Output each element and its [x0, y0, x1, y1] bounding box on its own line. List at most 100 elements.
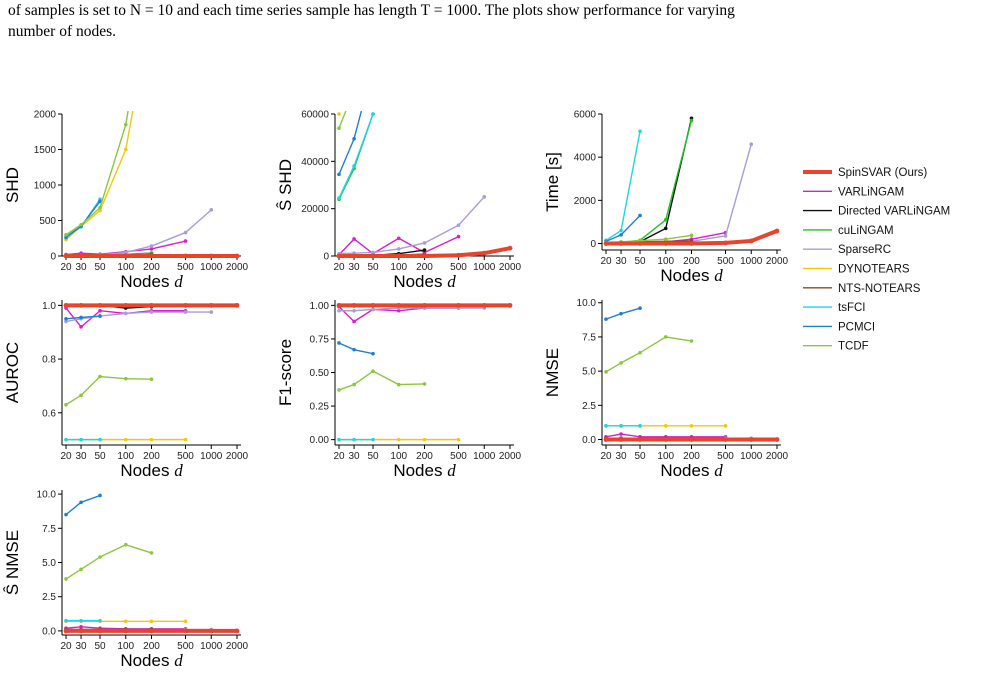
y-tick-label: 2.5: [42, 592, 56, 603]
x-axis-label: Nodes d: [660, 266, 723, 285]
data-point-tcdf: [337, 126, 341, 130]
series-line-pcmci: [65, 494, 101, 516]
data-point-sparserc: [209, 310, 214, 314]
data-point-pcmci: [371, 351, 375, 356]
y-axis-label: Ŝ SHD: [276, 159, 295, 211]
data-point-tcdf: [352, 89, 356, 93]
data-point-dynotears: [422, 437, 427, 442]
series-line-varlingam: [338, 235, 459, 256]
data-point-spinsvar-ours: [637, 241, 643, 246]
y-axis-label: SHD: [3, 167, 22, 203]
data-point-tcdf: [604, 370, 608, 374]
data-point-spinsvar-ours: [336, 253, 342, 259]
caption-line-2: number of nodes.: [8, 23, 117, 40]
data-point-sparserc: [209, 208, 214, 212]
data-point-pcmci: [98, 314, 102, 318]
data-point-dynotears: [149, 437, 154, 442]
data-point-pcmci: [64, 316, 68, 321]
y-tick-label: 40000: [301, 157, 329, 168]
y-axis-label: Time [s]: [543, 152, 562, 212]
data-point-tsfci: [98, 437, 102, 442]
data-point-tsfci: [64, 437, 68, 442]
data-point-varlingam: [79, 325, 83, 329]
data-point-varlingam: [183, 239, 188, 243]
data-point-spinsvar-ours: [370, 253, 376, 259]
data-point-spinsvar-ours: [481, 250, 487, 256]
x-tick-label: 500: [717, 451, 734, 462]
legend-label: SpinSVAR (Ours): [838, 167, 927, 179]
data-point-spinsvar-ours: [748, 238, 754, 244]
data-point-tcdf: [638, 350, 642, 355]
y-tick-label: 1500: [34, 145, 57, 156]
x-tick-label: 50: [634, 451, 646, 462]
data-point-sparserc: [123, 311, 128, 316]
series-line-spinsvar-ours: [606, 229, 778, 246]
x-tick-label: 200: [143, 451, 160, 462]
data-point-spinsvar-ours: [78, 302, 84, 308]
x-tick-label: 500: [717, 256, 734, 267]
data-point-dynotears: [123, 619, 128, 624]
legend-label: PCMCI: [838, 321, 875, 333]
x-tick-label: 100: [657, 256, 674, 267]
series-line-dynotears: [65, 111, 134, 241]
x-tick-label: 2000: [766, 451, 789, 462]
data-point-tcdf: [123, 376, 128, 381]
x-tick-label: 500: [177, 262, 194, 273]
y-tick-label: 1.0: [42, 301, 56, 312]
data-point-pcmci: [604, 317, 608, 321]
data-point-spinsvar-ours: [748, 437, 754, 442]
data-point-dynotears: [396, 437, 401, 442]
y-tick-label: 10.0: [37, 490, 57, 501]
data-point-spinsvar-ours: [149, 628, 154, 634]
axes-nmse: 0.0 2.5 5.0 7.5 10.0 20 30 50 100 200 500 1000 2000 N…: [543, 298, 789, 480]
data-point-spinsvar-ours: [603, 241, 609, 246]
legend-label: NTS-NOTEARS: [838, 283, 921, 295]
data-point-tsfci: [352, 437, 356, 442]
x-tick-label: 2000: [499, 262, 522, 273]
series-line-tcdf: [65, 544, 152, 580]
data-point-tcdf: [663, 335, 668, 339]
data-point-spinsvar-ours: [422, 302, 427, 308]
series-line-spinsvar-ours: [339, 246, 511, 258]
data-point-sparserc: [352, 308, 356, 313]
data-point-tcdf: [98, 374, 102, 379]
data-point-sparserc: [396, 247, 401, 251]
data-point-varlingam: [396, 236, 401, 241]
x-tick-label: 2000: [499, 451, 522, 462]
legend-label: SparseRC: [838, 244, 891, 256]
data-point-spinsvar-ours: [507, 245, 513, 251]
data-point-pcmci: [352, 137, 356, 141]
x-tick-label: 2000: [226, 641, 249, 652]
data-point-varlingam: [352, 319, 356, 324]
series-line-directed-varlingam: [605, 118, 693, 245]
data-point-dynotears: [183, 619, 188, 624]
x-tick-label: 500: [450, 262, 467, 273]
data-point-spinsvar-ours: [422, 253, 427, 259]
figure-caption: of samples is set to N = 10 and each tim…: [8, 0, 983, 42]
data-point-spinsvar-ours: [97, 253, 103, 259]
chart-panel-shd_s: 0 20000 40000 60000 20 30 50 100 200 500 1000 2000 N…: [276, 89, 522, 292]
y-axis-label: Ŝ NMSE: [3, 530, 22, 595]
caption-line-1: of samples is set to N = 10 and each tim…: [8, 2, 735, 19]
x-tick-label: 200: [683, 451, 700, 462]
data-point-dynotears: [723, 424, 728, 428]
x-tick-label: 30: [75, 262, 87, 273]
data-point-culingam: [663, 217, 668, 222]
x-tick-label: 1000: [473, 262, 496, 273]
x-tick-label: 30: [615, 256, 627, 267]
data-point-spinsvar-ours: [63, 302, 69, 308]
data-point-tcdf: [337, 388, 341, 392]
series-line-tcdf: [605, 336, 692, 373]
x-tick-label: 200: [683, 256, 700, 267]
y-tick-label: 2.5: [582, 401, 596, 412]
data-point-culingam: [689, 118, 694, 123]
data-point-sparserc: [183, 230, 188, 235]
data-point-tcdf: [619, 361, 623, 365]
data-point-sparserc: [149, 244, 154, 248]
data-point-directed-varlingam: [663, 226, 668, 231]
data-point-tcdf: [79, 567, 83, 572]
series-line-tsfci: [65, 198, 101, 237]
series-group: [63, 302, 240, 442]
x-tick-label: 50: [634, 256, 646, 267]
